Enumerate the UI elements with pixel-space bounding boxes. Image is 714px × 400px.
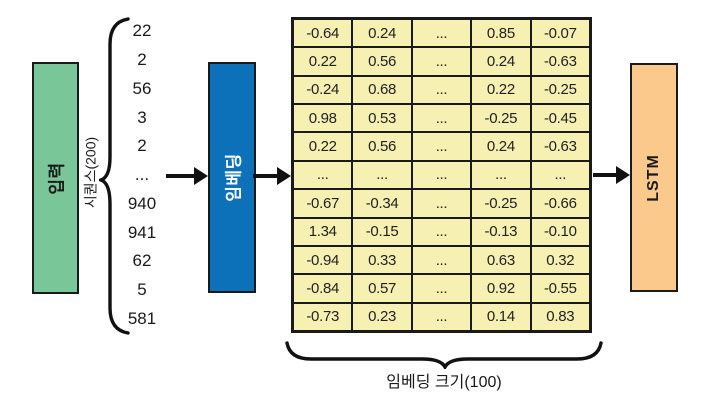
sequence-value: 22 (132, 21, 152, 41)
sequence-value: 56 (132, 78, 152, 98)
matrix-cell: ... (412, 246, 471, 274)
matrix-cell: 1.34 (294, 218, 352, 245)
matrix-cell: 0.33 (353, 246, 411, 274)
sequence-values: 22 2 56 3 2... 940 941 62 5 581 (117, 17, 167, 333)
sequence-value: 2 (137, 136, 147, 156)
matrix-cell: ... (531, 161, 589, 189)
matrix-cell: 0.24 (353, 20, 411, 47)
lstm-box-label: LSTM (645, 153, 663, 202)
sequence-value: 581 (127, 308, 157, 328)
matrix-cell: 0.22 (472, 76, 530, 104)
arrow-input-to-embedding (166, 167, 208, 185)
matrix-cell: ... (412, 48, 471, 75)
matrix-cell: 0.22 (294, 133, 352, 160)
matrix-cell: ... (412, 190, 471, 217)
matrix-cell: 0.56 (353, 48, 411, 75)
matrix-cell: 0.92 (472, 275, 530, 302)
sequence-value: 3 (137, 107, 147, 127)
matrix-cell: 0.23 (353, 303, 411, 330)
matrix-cell: ... (412, 20, 471, 47)
sequence-brace (99, 17, 130, 335)
embedding-size-label: 임베딩 크기(100) (386, 374, 502, 391)
sequence-value: 62 (132, 251, 152, 271)
matrix-cell: 0.24 (472, 133, 530, 160)
matrix-cell: -0.94 (294, 246, 352, 274)
matrix-cell: ... (294, 161, 352, 189)
matrix-cell: -0.24 (294, 76, 352, 104)
matrix-cell: 0.24 (472, 48, 530, 75)
embedding-box: 임베딩 (208, 62, 256, 293)
matrix-cell: -0.15 (353, 218, 411, 245)
matrix-cell: 0.63 (472, 246, 530, 274)
matrix-cell: 0.57 (353, 275, 411, 302)
arrow-embedding-to-matrix (253, 167, 291, 185)
lstm-box: LSTM (630, 63, 678, 292)
matrix-cell: ... (412, 161, 471, 189)
matrix-cell: ... (412, 133, 471, 160)
matrix-cell: 0.68 (353, 76, 411, 104)
matrix-cell: 0.56 (353, 133, 411, 160)
matrix-cell: -0.55 (531, 275, 589, 302)
embedding-size-brace (285, 341, 603, 369)
matrix-cell: 0.53 (353, 105, 411, 132)
matrix-cell: 0.83 (531, 303, 589, 330)
matrix-cell: -0.10 (531, 218, 589, 245)
matrix-cell: 0.85 (472, 20, 530, 47)
matrix-cell: -0.66 (531, 190, 589, 217)
sequence-value: 2 (137, 50, 147, 70)
matrix-cell: ... (412, 105, 471, 132)
matrix-cell: ... (412, 76, 471, 104)
input-box: 입력 (32, 62, 79, 294)
matrix-cell: ... (353, 161, 411, 189)
matrix-cell: -0.25 (531, 76, 589, 104)
matrix-cell: 0.14 (472, 303, 530, 330)
matrix-cell: ... (412, 218, 471, 245)
input-box-label: 입력 (48, 161, 67, 195)
matrix-cell: -0.67 (294, 190, 352, 217)
matrix-cell: -0.64 (294, 20, 352, 47)
matrix-cell: ... (472, 161, 530, 189)
matrix-cell: -0.45 (531, 105, 589, 132)
matrix-cell: -0.63 (531, 133, 589, 160)
sequence-value: ... (134, 165, 150, 185)
matrix-cell: 0.32 (531, 246, 589, 274)
matrix-cell: -0.84 (294, 275, 352, 302)
matrix-cell: 0.22 (294, 48, 352, 75)
sequence-length-label: 시퀀스(200) (82, 136, 99, 209)
embedding-box-label: 임베딩 (224, 153, 244, 202)
arrow-matrix-to-lstm (593, 166, 630, 184)
sequence-value: 941 (127, 222, 157, 242)
matrix-cell: ... (412, 275, 471, 302)
matrix-cell: -0.25 (472, 190, 530, 217)
sequence-value: 940 (127, 193, 157, 213)
matrix-cell: -0.25 (472, 105, 530, 132)
matrix-cell: 0.98 (294, 105, 352, 132)
matrix-cell: -0.63 (531, 48, 589, 75)
embedding-matrix: -0.64 0.24... 0.85 -0.07 0.22 0.56... 0.24 -0.6… (291, 17, 592, 333)
matrix-cell: -0.13 (472, 218, 530, 245)
matrix-cell: -0.73 (294, 303, 352, 330)
matrix-cell: ... (412, 303, 471, 330)
sequence-value: 5 (137, 279, 147, 299)
matrix-cell: -0.34 (353, 190, 411, 217)
matrix-cell: -0.07 (531, 20, 589, 47)
